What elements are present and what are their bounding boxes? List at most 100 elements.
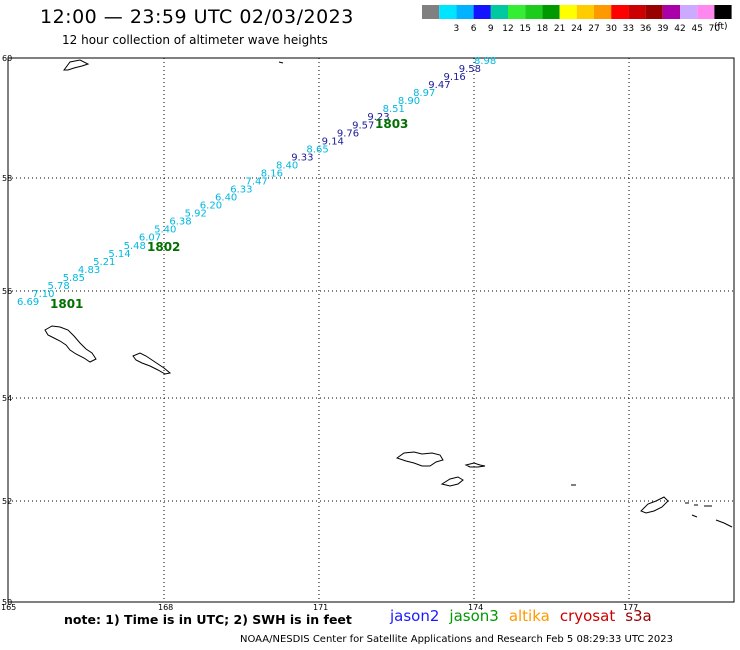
legend-swatch: [645, 5, 663, 19]
wave-height-label: 6.33: [230, 185, 252, 196]
credit-line: NOAA/NESDIS Center for Satellite Applica…: [240, 634, 673, 645]
legend-tick-label: 15: [519, 24, 530, 34]
legend-tick-label: 21: [554, 24, 565, 34]
satellite-name: jason2: [390, 607, 440, 625]
wave-height-label: 6.20: [200, 201, 222, 212]
island-aleutian-2: [464, 462, 486, 468]
legend-swatch: [439, 5, 457, 19]
wave-height-label: 9.16: [444, 72, 466, 83]
legend-swatch: [456, 5, 474, 19]
legend-swatch: [594, 5, 612, 19]
wave-height-label: 6.07: [139, 233, 161, 244]
legend-swatch: [542, 5, 560, 19]
coastline-fragment-north: [63, 59, 90, 71]
wave-height-label: 5.21: [93, 257, 115, 268]
legend-tick-label: 45: [691, 24, 702, 34]
footer-note: note: 1) Time is in UTC; 2) SWH is in fe…: [64, 612, 352, 627]
legend-tick-label: 39: [657, 24, 669, 34]
wave-height-label: 5.40: [154, 225, 176, 236]
legend-swatch: [680, 5, 698, 19]
legend-swatch: [525, 5, 543, 19]
pass-time-label: 1802: [147, 240, 180, 254]
wave-height-label: 9.33: [291, 152, 313, 163]
wave-height-label: 6.69: [17, 297, 39, 308]
legend-tick-label: 33: [623, 24, 634, 34]
satellite-name: cryosat: [559, 607, 616, 625]
island-aleutian-1: [395, 451, 444, 467]
satellite-name: s3a: [625, 607, 652, 625]
island-aleutian-7: [691, 514, 733, 528]
island-large-west: [44, 325, 97, 363]
legend-swatch: [576, 5, 594, 19]
lat-tick-label: 58: [2, 174, 12, 183]
wave-height-label: 5.48: [124, 241, 146, 252]
legend-tick-label: 24: [571, 24, 583, 34]
wave-height-label: 7.10: [32, 289, 54, 300]
satellite-legend: jason2 jason3 altika cryosat s3a: [390, 607, 662, 625]
legend-tick-label: 27: [588, 24, 599, 34]
legend-swatch: [559, 5, 577, 19]
pass-time-label: 1801: [50, 297, 83, 311]
wave-height-label: 9.76: [337, 128, 359, 139]
wave-height-label: 9.14: [322, 136, 344, 147]
island-aleutian-3: [440, 476, 464, 487]
legend-unit: (ft): [714, 22, 728, 32]
wave-height-label: 6.38: [169, 217, 191, 228]
wave-height-label: 4.83: [78, 265, 100, 276]
wave-height-label: 8.16: [261, 168, 283, 179]
legend-swatch: [490, 5, 508, 19]
wave-height-label: 5.14: [108, 249, 130, 260]
wave-height-label: 8.97: [413, 88, 435, 99]
wave-height-label: 9.23: [367, 112, 389, 123]
coastline-fragment-north-small: [278, 61, 284, 64]
satellite-name: altika: [508, 607, 550, 625]
legend-tick-label: 6: [471, 24, 477, 34]
lat-tick-label: 52: [2, 497, 12, 506]
map-frame: [7, 57, 735, 603]
wave-height-label: 5.92: [185, 209, 207, 220]
wave-height-label: 6.40: [215, 193, 237, 204]
island-small-west: [132, 352, 172, 375]
pass-time-label: 1803: [375, 117, 408, 131]
wave-height-label: 8.90: [398, 96, 420, 107]
lat-tick-label: 60: [2, 54, 12, 63]
wave-height-label: 8.98: [474, 56, 496, 67]
lon-tick-label: 177: [623, 603, 638, 612]
legend-tick-label: 3: [454, 24, 460, 34]
lon-tick-label: 165: [1, 603, 16, 612]
lat-tick-label: 54: [2, 394, 12, 403]
legend-swatch: [628, 5, 646, 19]
wave-height-label: 8.51: [383, 104, 405, 115]
legend-swatch: [611, 5, 629, 19]
lon-tick-label: 168: [158, 603, 173, 612]
legend-swatch: [422, 5, 440, 19]
island-aleutian-5: [640, 496, 669, 514]
legend-swatch: [508, 5, 526, 19]
legend-tick-label: 12: [502, 24, 513, 34]
legend-tick-label: 18: [537, 24, 549, 34]
lat-tick-label: 50: [2, 598, 12, 607]
legend-tick-label: 70: [709, 24, 721, 34]
wave-height-label: 8.40: [276, 160, 298, 171]
satellite-name: jason3: [449, 607, 499, 625]
wave-height-label: 9.47: [428, 80, 450, 91]
wave-height-label: 8.65: [306, 144, 328, 155]
lon-tick-label: 174: [468, 603, 483, 612]
wave-height-track: 6.697.105.785.854.835.215.145.486.075.40…: [17, 56, 496, 311]
legend-swatch: [473, 5, 491, 19]
legend-tick-label: 42: [674, 24, 685, 34]
legend-swatch: [662, 5, 680, 19]
wave-height-label: 7.47: [246, 177, 268, 188]
map-subtitle: 12 hour collection of altimeter wave hei…: [62, 33, 328, 47]
island-aleutian-6: [685, 502, 712, 507]
legend-tick-label: 36: [640, 24, 652, 34]
wave-height-label: 9.57: [352, 120, 374, 131]
legend-tick-label: 9: [488, 24, 494, 34]
legend-swatch: [714, 5, 732, 19]
legend-tick-label: 30: [605, 24, 617, 34]
lon-tick-label: 171: [313, 603, 328, 612]
wave-height-label: 5.78: [47, 281, 69, 292]
